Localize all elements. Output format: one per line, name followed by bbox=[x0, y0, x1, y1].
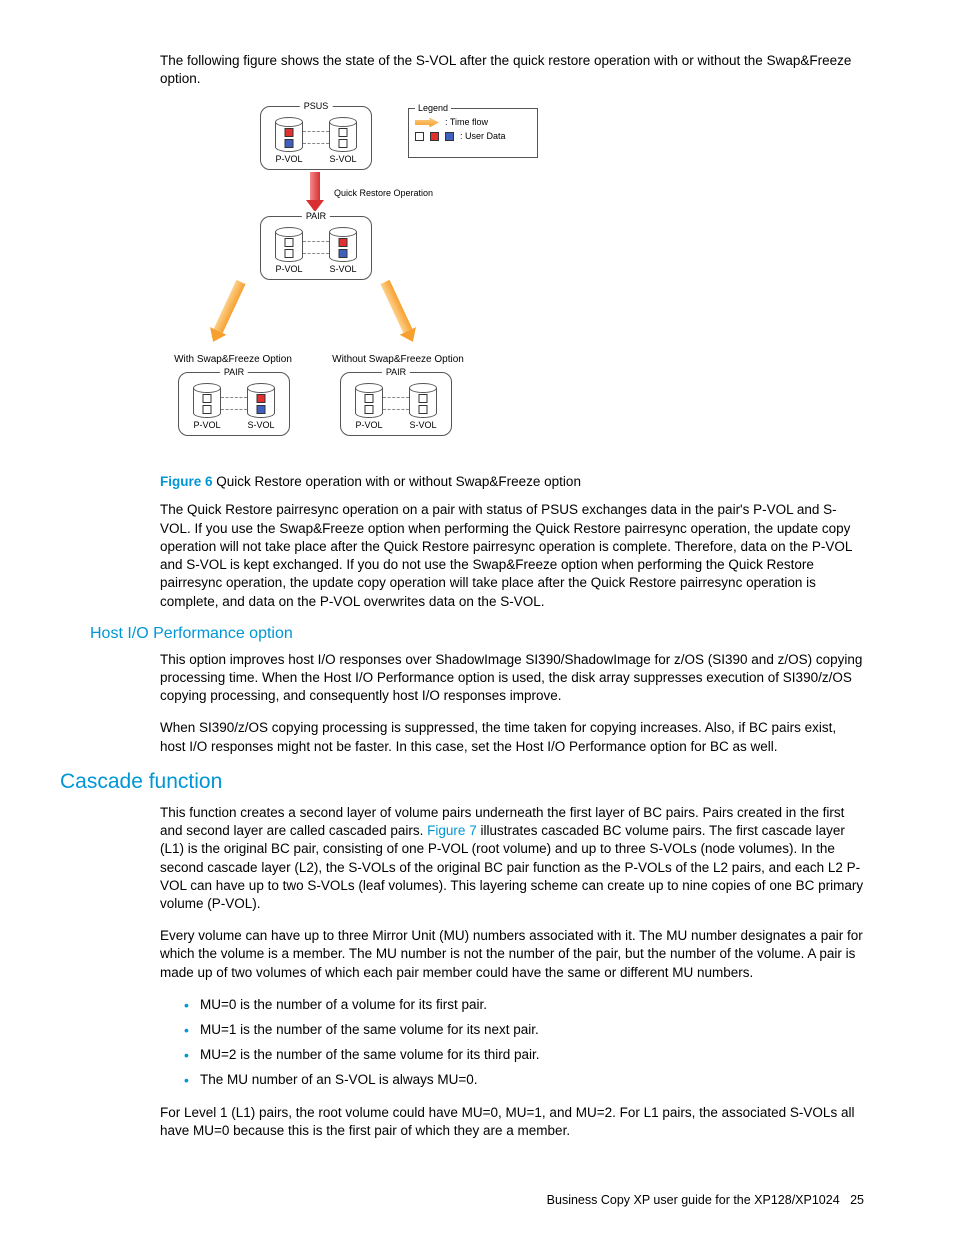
cascade-heading: Cascade function bbox=[60, 770, 864, 794]
legend-sq-blue bbox=[445, 132, 454, 141]
figure-6-diagram: Legend : Time flow : User Data PSUS P-VO… bbox=[160, 102, 630, 456]
host-io-heading: Host I/O Performance option bbox=[90, 625, 864, 643]
list-item: MU=0 is the number of a volume for its f… bbox=[184, 996, 864, 1014]
page-footer: Business Copy XP user guide for the XP12… bbox=[547, 1193, 864, 1207]
figure-label: Figure 6 bbox=[160, 474, 213, 489]
list-item: MU=2 is the number of the same volume fo… bbox=[184, 1046, 864, 1064]
cascade-p1: This function creates a second layer of … bbox=[160, 804, 864, 913]
arrow-left bbox=[205, 279, 249, 346]
list-item: The MU number of an S-VOL is always MU=0… bbox=[184, 1071, 864, 1089]
time-flow-icon bbox=[415, 117, 439, 127]
cascade-p3: For Level 1 (L1) pairs, the root volume … bbox=[160, 1104, 864, 1140]
legend-time-label: : Time flow bbox=[445, 117, 488, 127]
arrow-right bbox=[377, 279, 421, 346]
pair-box-left: PAIR P-VOL S-VOL bbox=[178, 372, 290, 436]
intro-paragraph: The following figure shows the state of … bbox=[160, 52, 864, 88]
legend-sq-red bbox=[430, 132, 439, 141]
figure-caption-text: Quick Restore operation with or without … bbox=[213, 474, 581, 489]
footer-page: 25 bbox=[850, 1193, 864, 1207]
pair-box-mid: PAIR P-VOL S-VOL bbox=[260, 216, 372, 280]
figure-7-link[interactable]: Figure 7 bbox=[427, 823, 477, 838]
pair-label-mid: PAIR bbox=[302, 211, 330, 221]
without-swap-label: Without Swap&Freeze Option bbox=[318, 354, 478, 365]
figure-caption: Figure 6 Quick Restore operation with or… bbox=[160, 474, 864, 489]
host-p2: When SI390/z/OS copying processing is su… bbox=[160, 719, 864, 755]
legend-title: Legend bbox=[415, 103, 451, 113]
cascade-p2: Every volume can have up to three Mirror… bbox=[160, 927, 864, 982]
psus-box: PSUS P-VOL S-VOL bbox=[260, 106, 372, 170]
with-swap-label: With Swap&Freeze Option bbox=[158, 354, 308, 365]
host-p1: This option improves host I/O responses … bbox=[160, 651, 864, 706]
arrow-quick-restore bbox=[306, 172, 324, 212]
pair-label-right: PAIR bbox=[382, 367, 410, 377]
pair-box-right: PAIR P-VOL S-VOL bbox=[340, 372, 452, 436]
psus-label: PSUS bbox=[300, 101, 333, 111]
legend-box: Legend : Time flow : User Data bbox=[408, 108, 538, 158]
quick-restore-label: Quick Restore Operation bbox=[334, 188, 433, 198]
legend-row-time: : Time flow bbox=[415, 117, 531, 127]
footer-text: Business Copy XP user guide for the XP12… bbox=[547, 1193, 840, 1207]
legend-sq-white bbox=[415, 132, 424, 141]
legend-row-data: : User Data bbox=[415, 131, 531, 141]
pair-label-left: PAIR bbox=[220, 367, 248, 377]
list-item: MU=1 is the number of the same volume fo… bbox=[184, 1021, 864, 1039]
legend-data-label: : User Data bbox=[460, 131, 506, 141]
quick-restore-paragraph: The Quick Restore pairresync operation o… bbox=[160, 501, 864, 610]
mu-list: MU=0 is the number of a volume for its f… bbox=[184, 996, 864, 1090]
